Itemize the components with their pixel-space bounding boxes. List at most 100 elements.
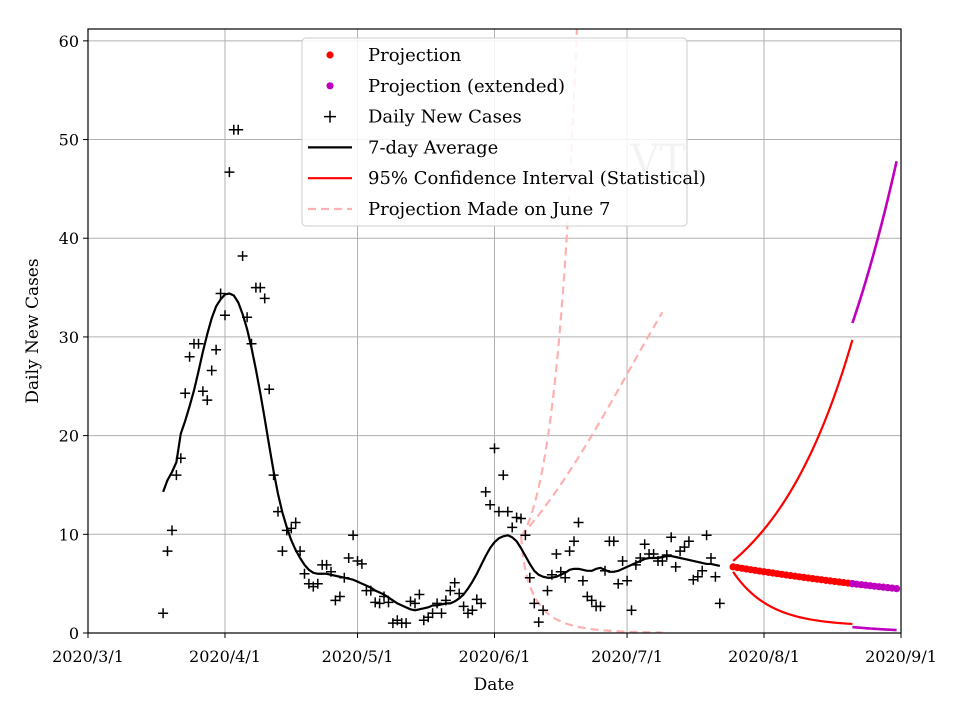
daily-case-marker xyxy=(661,550,672,560)
daily-case-marker xyxy=(635,553,646,563)
daily-case-marker xyxy=(171,470,182,481)
legend-box xyxy=(301,37,688,227)
daily-case-marker xyxy=(529,598,540,609)
daily-case-marker xyxy=(290,517,301,528)
daily-case-marker xyxy=(436,608,447,619)
legend: Projection Projection (extended) Daily New… xyxy=(301,37,706,227)
daily-case-marker xyxy=(454,588,465,599)
daily-case-marker xyxy=(489,443,500,454)
daily-case-marker xyxy=(608,536,619,547)
x-axis-label: Date xyxy=(474,675,515,695)
legend-label-ci: 95% Confidence Interval (Statistical) xyxy=(368,168,706,189)
y-axis-label: Daily New Cases xyxy=(23,258,43,403)
daily-case-marker xyxy=(458,601,469,612)
daily-case-marker xyxy=(710,571,721,582)
daily-case-marker xyxy=(555,566,566,577)
plot-frame xyxy=(87,28,902,634)
daily-case-marker xyxy=(356,558,367,569)
daily-case-marker xyxy=(255,282,266,293)
june7-upper-bound xyxy=(520,29,579,538)
daily-case-marker xyxy=(365,585,376,596)
daily-case-marker xyxy=(622,575,633,586)
daily-case-marker xyxy=(480,486,491,497)
daily-case-marker xyxy=(666,532,677,543)
projection-dots xyxy=(729,563,901,593)
daily-case-marker xyxy=(692,571,703,582)
daily-case-marker xyxy=(233,124,244,135)
daily-case-marker xyxy=(237,251,248,261)
daily-case-marker xyxy=(299,568,310,579)
x-tick-label: 2020/6/1 xyxy=(459,647,531,666)
daily-case-marker xyxy=(697,565,708,576)
y-tick-label: 40 xyxy=(59,229,79,248)
ci-lower-line xyxy=(732,571,853,626)
daily-case-marker xyxy=(701,530,712,541)
daily-case-marker xyxy=(180,388,191,399)
y-tick-label: 20 xyxy=(59,427,79,446)
daily-case-marker xyxy=(281,525,292,536)
daily-case-marker xyxy=(405,596,416,607)
daily-case-marker xyxy=(524,572,535,583)
daily-case-marker xyxy=(630,559,641,570)
daily-case-marker xyxy=(321,559,332,570)
daily-case-marker xyxy=(374,598,385,609)
x-tick-label: 2020/5/1 xyxy=(322,647,394,666)
daily-case-marker xyxy=(573,517,584,528)
daily-case-marker xyxy=(493,506,504,517)
daily-case-marker xyxy=(569,536,579,547)
daily-case-marker xyxy=(334,591,345,602)
daily-case-marker xyxy=(507,522,518,533)
daily-case-marker xyxy=(242,312,253,323)
daily-case-marker xyxy=(586,595,597,606)
y-tick-label: 10 xyxy=(59,525,79,544)
daily-case-marker xyxy=(626,605,637,616)
daily-case-marker xyxy=(714,598,725,609)
legend-label-june7: Projection Made on June 7 xyxy=(368,199,610,220)
legend-label-projection_ext: Projection (extended) xyxy=(368,76,565,97)
daily-case-marker xyxy=(445,585,456,596)
daily-case-marker xyxy=(706,553,716,563)
daily-case-marker xyxy=(595,601,606,612)
daily-case-marker xyxy=(220,310,230,321)
daily-case-marker xyxy=(175,453,186,464)
y-axis-ticks: 0 10 20 30 40 50 60 xyxy=(59,32,88,643)
daily-new-cases-markers xyxy=(158,124,725,629)
daily-case-marker xyxy=(546,569,557,580)
daily-case-marker xyxy=(184,351,195,362)
daily-case-marker xyxy=(639,539,650,550)
legend-handle-projection xyxy=(326,51,334,59)
daily-case-marker xyxy=(511,512,522,523)
daily-case-marker xyxy=(383,597,394,608)
daily-case-marker xyxy=(162,546,173,557)
confidence-interval-lines xyxy=(732,160,898,632)
daily-case-marker xyxy=(542,585,553,596)
daily-case-marker xyxy=(670,561,681,572)
daily-case-marker xyxy=(167,525,177,536)
daily-case-marker xyxy=(440,595,451,606)
seven-day-average-path xyxy=(162,292,721,612)
daily-case-marker xyxy=(613,578,624,589)
daily-case-marker xyxy=(679,542,690,553)
x-tick-label: 2020/9/1 xyxy=(865,647,937,666)
daily-case-marker xyxy=(410,598,420,609)
plot-area xyxy=(158,29,901,633)
daily-case-marker xyxy=(401,618,412,629)
daily-case-marker xyxy=(498,470,509,481)
daily-case-marker xyxy=(246,338,257,349)
daily-case-marker xyxy=(485,499,496,510)
daily-case-marker xyxy=(427,608,438,619)
daily-case-marker xyxy=(476,598,487,609)
daily-case-marker xyxy=(343,553,354,563)
june7-center-projection xyxy=(520,311,664,538)
legend-label-avg: 7-day Average xyxy=(368,137,498,158)
daily-case-marker xyxy=(348,530,359,541)
daily-case-marker xyxy=(158,608,169,619)
daily-case-marker xyxy=(224,167,235,178)
daily-case-marker xyxy=(449,577,460,588)
daily-case-marker xyxy=(259,293,270,304)
daily-case-marker xyxy=(295,546,306,557)
daily-case-marker xyxy=(648,549,659,559)
x-tick-label: 2020/4/1 xyxy=(189,647,261,666)
daily-case-marker xyxy=(577,575,588,586)
x-tick-label: 2020/7/1 xyxy=(591,647,663,666)
